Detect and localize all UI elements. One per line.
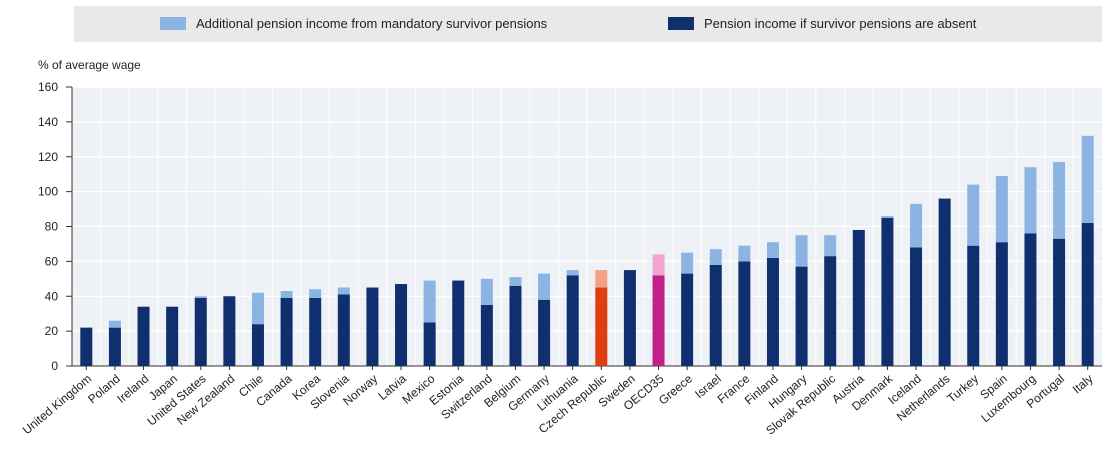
legend-swatch-base	[668, 17, 694, 30]
legend: Additional pension income from mandatory…	[74, 6, 1102, 42]
bar-survivor-spain	[995, 175, 1008, 243]
legend-label-survivor: Additional pension income from mandatory…	[196, 16, 548, 31]
x-tick-label: Turkey	[944, 372, 981, 406]
bar-base-new-zealand	[223, 296, 236, 366]
legend-item-base: Pension income if survivor pensions are …	[668, 16, 976, 31]
bar-survivor-germany	[538, 273, 551, 300]
bar-base-switzerland	[480, 304, 493, 366]
bar-survivor-portugal	[1053, 161, 1066, 239]
bar-base-israel	[709, 264, 722, 366]
bar-survivor-finland	[766, 242, 779, 258]
bar-base-germany	[538, 299, 551, 366]
bar-survivor-slovak-republic	[824, 235, 837, 257]
y-tick-label: 20	[45, 324, 59, 338]
bar-base-estonia	[452, 280, 465, 366]
bar-base-portugal	[1053, 238, 1066, 366]
y-axis-unit-label: % of average wage	[38, 58, 141, 72]
bar-base-turkey	[967, 245, 980, 366]
legend-label-base: Pension income if survivor pensions are …	[704, 16, 977, 31]
bar-base-hungary	[795, 266, 808, 366]
bar-survivor-denmark	[881, 216, 894, 218]
bar-base-slovenia	[337, 294, 350, 366]
y-tick-label: 60	[45, 254, 59, 268]
bar-survivor-chile	[251, 292, 264, 325]
y-tick-label: 80	[45, 220, 59, 234]
bar-base-poland	[108, 327, 121, 366]
bar-survivor-italy	[1081, 135, 1094, 224]
x-tick-label: Poland	[85, 372, 123, 407]
bar-base-sweden	[623, 270, 636, 366]
bar-base-austria	[852, 229, 865, 366]
bar-base-mexico	[423, 322, 436, 366]
bar-base-latvia	[395, 284, 408, 366]
bar-survivor-israel	[709, 249, 722, 265]
bar-base-iceland	[910, 247, 923, 366]
bar-survivor-iceland	[910, 203, 923, 248]
bar-base-spain	[995, 242, 1008, 366]
bar-base-netherlands	[938, 198, 951, 366]
x-tick-label: Ireland	[114, 372, 151, 406]
x-tick-label: Italy	[1070, 372, 1096, 397]
bar-survivor-luxembourg	[1024, 167, 1037, 234]
bar-base-oecd35	[652, 275, 665, 366]
x-tick-label: United Kingdom	[20, 372, 94, 438]
bar-survivor-greece	[681, 252, 694, 274]
legend-swatch-survivor	[160, 17, 186, 30]
bar-survivor-czech-republic	[595, 270, 608, 288]
bar-survivor-korea	[309, 289, 322, 298]
y-tick-label: 100	[38, 185, 58, 199]
bar-base-united-kingdom	[80, 327, 93, 366]
bar-base-united-states	[194, 297, 207, 366]
bar-survivor-switzerland	[480, 278, 493, 305]
bar-survivor-slovenia	[337, 287, 350, 295]
bar-survivor-mexico	[423, 280, 436, 323]
bar-base-belgium	[509, 285, 522, 366]
bar-base-finland	[766, 257, 779, 366]
bar-base-japan	[166, 306, 179, 366]
bar-base-korea	[309, 297, 322, 366]
y-tick-label: 40	[45, 289, 59, 303]
bar-base-greece	[681, 273, 694, 366]
y-tick-label: 120	[38, 150, 58, 164]
bar-survivor-united-states	[194, 296, 207, 298]
bar-survivor-turkey	[967, 184, 980, 246]
legend-item-survivor: Additional pension income from mandatory…	[160, 16, 547, 31]
bar-base-italy	[1081, 223, 1094, 366]
bar-survivor-france	[738, 245, 751, 262]
bar-survivor-hungary	[795, 235, 808, 267]
bar-base-czech-republic	[595, 287, 608, 366]
bar-base-luxembourg	[1024, 233, 1037, 366]
bar-survivor-canada	[280, 291, 293, 298]
bar-base-slovak-republic	[824, 256, 837, 366]
y-tick-label: 0	[51, 359, 58, 373]
bar-survivor-belgium	[509, 277, 522, 286]
y-tick-label: 160	[38, 80, 58, 94]
y-tick-label: 140	[38, 115, 58, 129]
bar-survivor-poland	[108, 320, 121, 328]
bar-base-norway	[366, 287, 379, 366]
bar-survivor-oecd35	[652, 254, 665, 276]
bar-base-canada	[280, 297, 293, 366]
bar-base-france	[738, 261, 751, 366]
bar-base-lithuania	[566, 275, 579, 366]
bar-base-chile	[251, 324, 264, 366]
bar-survivor-lithuania	[566, 270, 579, 276]
bar-base-denmark	[881, 217, 894, 366]
bar-base-ireland	[137, 306, 150, 366]
